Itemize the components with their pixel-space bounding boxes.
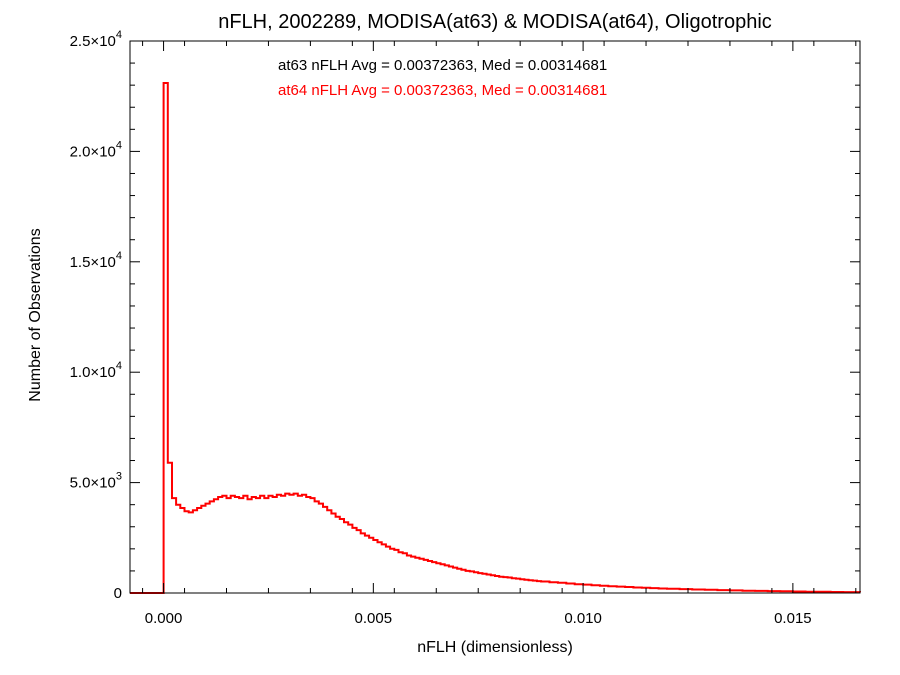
y-tick-label: 2.0×104	[70, 139, 122, 160]
x-axis-label: nFLH (dimensionless)	[417, 639, 573, 656]
x-tick-label: 0.000	[145, 610, 183, 627]
chart-title: nFLH, 2002289, MODISA(at63) & MODISA(at6…	[218, 11, 772, 33]
series-group	[130, 82, 861, 594]
x-ticks: 0.000 0.005 0.010 0.015	[142, 41, 857, 627]
x-tick-label: 0.005	[355, 610, 393, 627]
y-tick-label: 5.0×103	[70, 471, 122, 492]
y-tick-label: 0	[114, 585, 122, 602]
y-tick-exponent: 3	[116, 471, 122, 483]
y-tick-mantissa: 2.0×10	[70, 143, 116, 160]
y-tick-mantissa: 1.5×10	[70, 254, 116, 271]
y-tick-exponent: 4	[116, 29, 122, 41]
y-tick-exponent: 4	[116, 250, 122, 262]
annotations: at63 nFLH Avg = 0.00372363, Med = 0.0031…	[278, 57, 607, 99]
y-tick-exponent: 4	[116, 360, 122, 372]
series-line-0	[130, 82, 861, 594]
annotation-1: at64 nFLH Avg = 0.00372363, Med = 0.0031…	[278, 82, 607, 99]
plot-frame	[129, 40, 861, 594]
annotation-0: at63 nFLH Avg = 0.00372363, Med = 0.0031…	[278, 57, 607, 74]
y-tick-label: 1.0×104	[70, 360, 122, 381]
x-tick-label: 0.015	[774, 610, 812, 627]
y-tick-mantissa: 1.0×10	[70, 364, 116, 381]
y-axis-label: Number of Observations	[27, 228, 44, 401]
y-tick-exponent: 4	[116, 139, 122, 151]
x-tick-label: 0.010	[564, 610, 602, 627]
y-tick-mantissa: 5.0×10	[70, 475, 116, 492]
y-tick-label: 2.5×104	[70, 29, 122, 50]
y-tick-mantissa: 2.5×10	[70, 33, 116, 50]
y-tick-label: 1.5×104	[70, 250, 122, 271]
